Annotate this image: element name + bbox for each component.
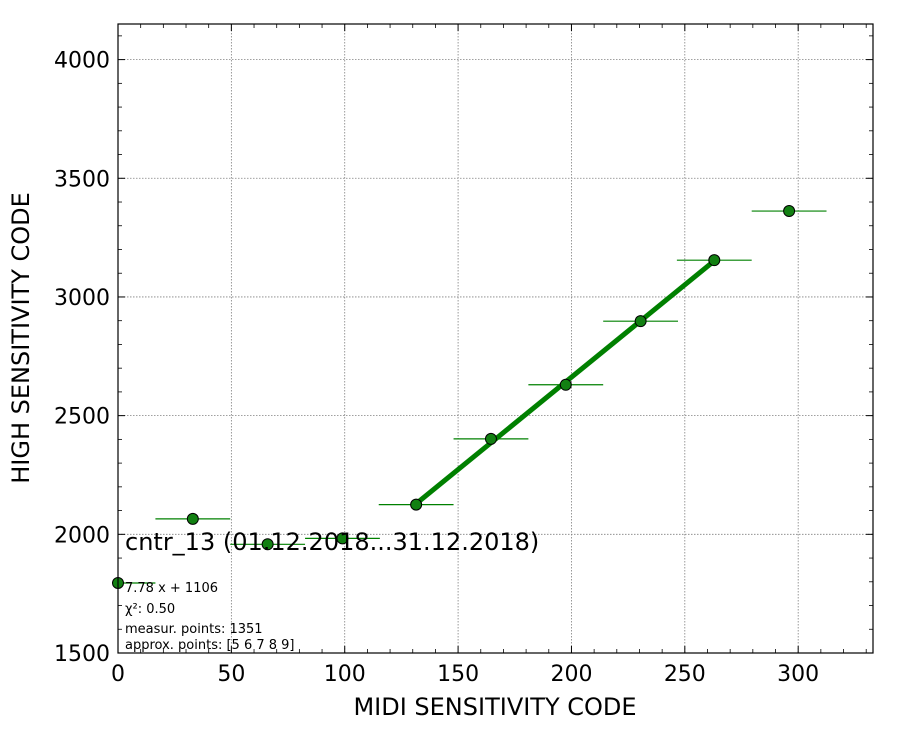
measured-points: measur. points: 1351 [125,622,263,637]
approx-points: approx. points: [5 6 7 8 9] [125,638,295,653]
x-tick-label: 100 [324,662,366,687]
data-point [559,378,572,391]
x-tick-label: 250 [664,662,706,687]
data-point [783,205,796,218]
data-point [634,315,647,328]
data-point [336,532,349,545]
x-tick-label: 200 [550,662,592,687]
markers [112,205,796,589]
x-tick-label: 150 [437,662,479,687]
y-axis-label: HIGH SENSITIVITY CODE [7,192,35,484]
y-tick-label: 2000 [54,523,110,548]
y-tick-label: 2500 [54,405,110,430]
x-axis-label: MIDI SENSITIVITY CODE [353,693,636,721]
y-tick-label: 3000 [54,286,110,311]
data-point [186,512,199,525]
tick-labels: 0 50 100 150 200 250 300 1500 2000 2500 3000 3500 40… [54,49,819,687]
x-tick-label: 0 [111,662,125,687]
x-tick-label: 300 [777,662,819,687]
data-point [410,498,423,511]
y-tick-label: 3500 [54,167,110,192]
y-tick-label: 1500 [54,642,110,667]
y-tick-label: 4000 [54,49,110,74]
data-point [261,538,274,551]
ticks [117,24,873,654]
plot-background [118,24,873,653]
chi-square: χ²: 0.50 [125,602,175,617]
data-point [484,432,497,445]
fit-equation: 7.78 x + 1106 [125,581,218,596]
data-point [708,254,721,267]
chart-title: cntr_13 (01.12.2018...31.12.2018) [125,528,539,556]
x-tick-label: 50 [217,662,245,687]
plot-frame [117,23,874,654]
